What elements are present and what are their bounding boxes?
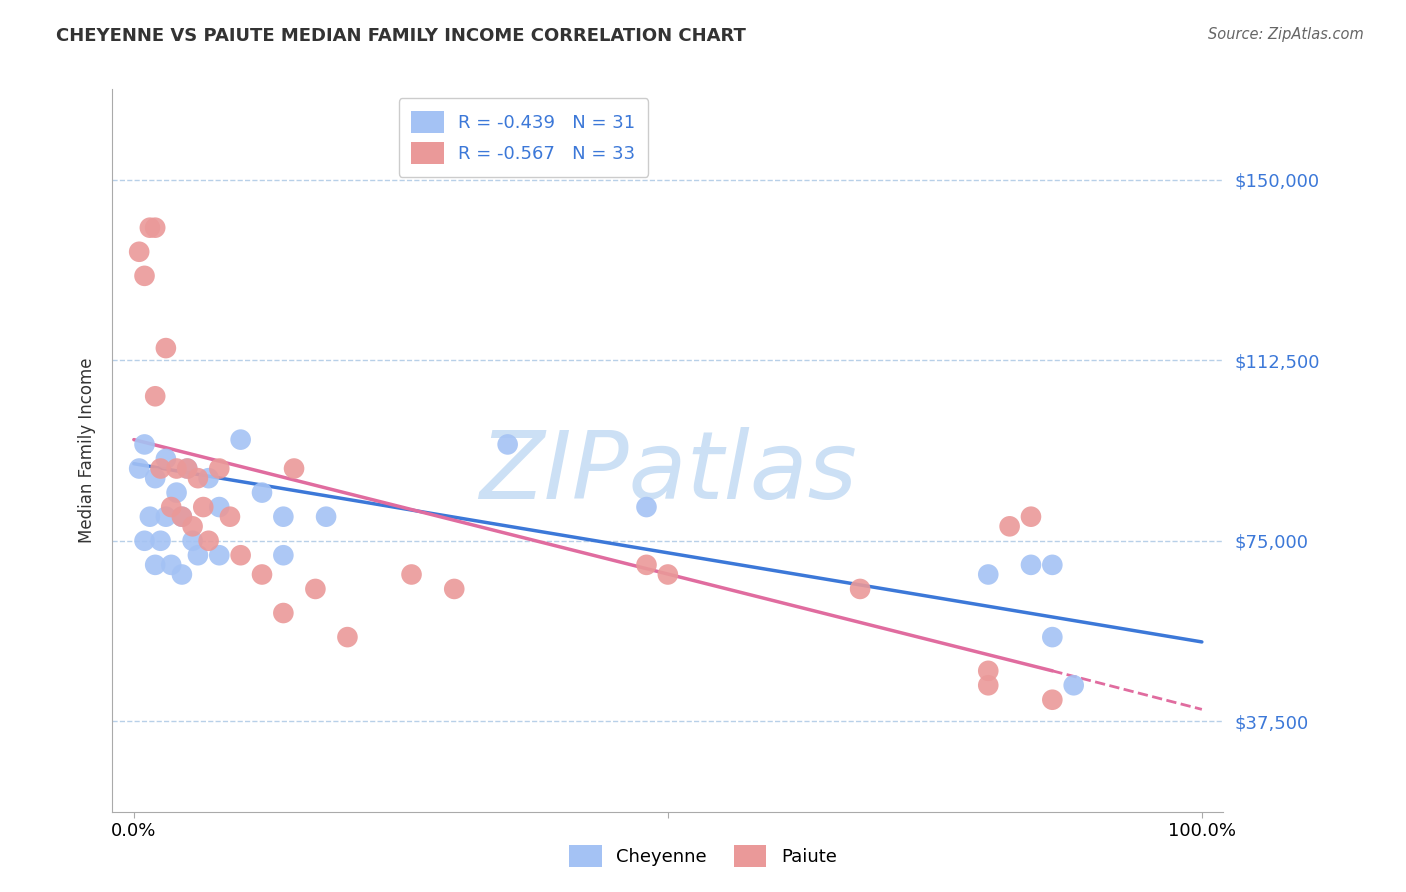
- Point: [315, 509, 337, 524]
- Point: [496, 437, 519, 451]
- Point: [160, 558, 183, 572]
- Point: [134, 437, 156, 451]
- Point: [208, 548, 231, 562]
- Text: ZIPatlas: ZIPatlas: [479, 426, 856, 517]
- Text: Source: ZipAtlas.com: Source: ZipAtlas.com: [1208, 27, 1364, 42]
- Point: [636, 558, 658, 572]
- Point: [1040, 630, 1063, 644]
- Point: [170, 509, 193, 524]
- Point: [176, 461, 198, 475]
- Point: [149, 533, 172, 548]
- Point: [283, 461, 305, 475]
- Point: [170, 567, 193, 582]
- Point: [1063, 678, 1085, 692]
- Point: [134, 268, 156, 283]
- Point: [273, 509, 295, 524]
- Point: [197, 471, 219, 485]
- Point: [143, 220, 166, 235]
- Point: [160, 500, 183, 514]
- Legend: Cheyenne, Paiute: Cheyenne, Paiute: [562, 838, 844, 874]
- Point: [128, 244, 150, 259]
- Y-axis label: Median Family Income: Median Family Income: [77, 358, 96, 543]
- Point: [155, 341, 177, 355]
- Point: [250, 485, 273, 500]
- Point: [143, 558, 166, 572]
- Point: [998, 519, 1021, 533]
- Point: [187, 471, 209, 485]
- Point: [250, 567, 273, 582]
- Point: [1019, 558, 1042, 572]
- Point: [849, 582, 872, 596]
- Point: [139, 220, 162, 235]
- Point: [208, 461, 231, 475]
- Point: [304, 582, 326, 596]
- Point: [657, 567, 679, 582]
- Point: [134, 533, 156, 548]
- Point: [139, 509, 162, 524]
- Point: [149, 461, 172, 475]
- Point: [273, 548, 295, 562]
- Point: [1040, 692, 1063, 706]
- Point: [155, 509, 177, 524]
- Point: [1040, 558, 1063, 572]
- Point: [636, 500, 658, 514]
- Point: [208, 500, 231, 514]
- Point: [181, 519, 204, 533]
- Point: [187, 548, 209, 562]
- Point: [977, 664, 1000, 678]
- Point: [170, 509, 193, 524]
- Legend: R = -0.439   N = 31, R = -0.567   N = 33: R = -0.439 N = 31, R = -0.567 N = 33: [399, 98, 648, 177]
- Point: [143, 471, 166, 485]
- Point: [166, 485, 188, 500]
- Point: [1019, 509, 1042, 524]
- Point: [155, 451, 177, 466]
- Point: [977, 678, 1000, 692]
- Point: [219, 509, 242, 524]
- Point: [181, 533, 204, 548]
- Point: [128, 461, 150, 475]
- Point: [273, 606, 295, 620]
- Point: [176, 461, 198, 475]
- Point: [143, 389, 166, 403]
- Point: [336, 630, 359, 644]
- Point: [401, 567, 423, 582]
- Point: [229, 548, 252, 562]
- Text: CHEYENNE VS PAIUTE MEDIAN FAMILY INCOME CORRELATION CHART: CHEYENNE VS PAIUTE MEDIAN FAMILY INCOME …: [56, 27, 747, 45]
- Point: [443, 582, 465, 596]
- Point: [193, 500, 215, 514]
- Point: [197, 533, 219, 548]
- Point: [229, 433, 252, 447]
- Point: [977, 567, 1000, 582]
- Point: [166, 461, 188, 475]
